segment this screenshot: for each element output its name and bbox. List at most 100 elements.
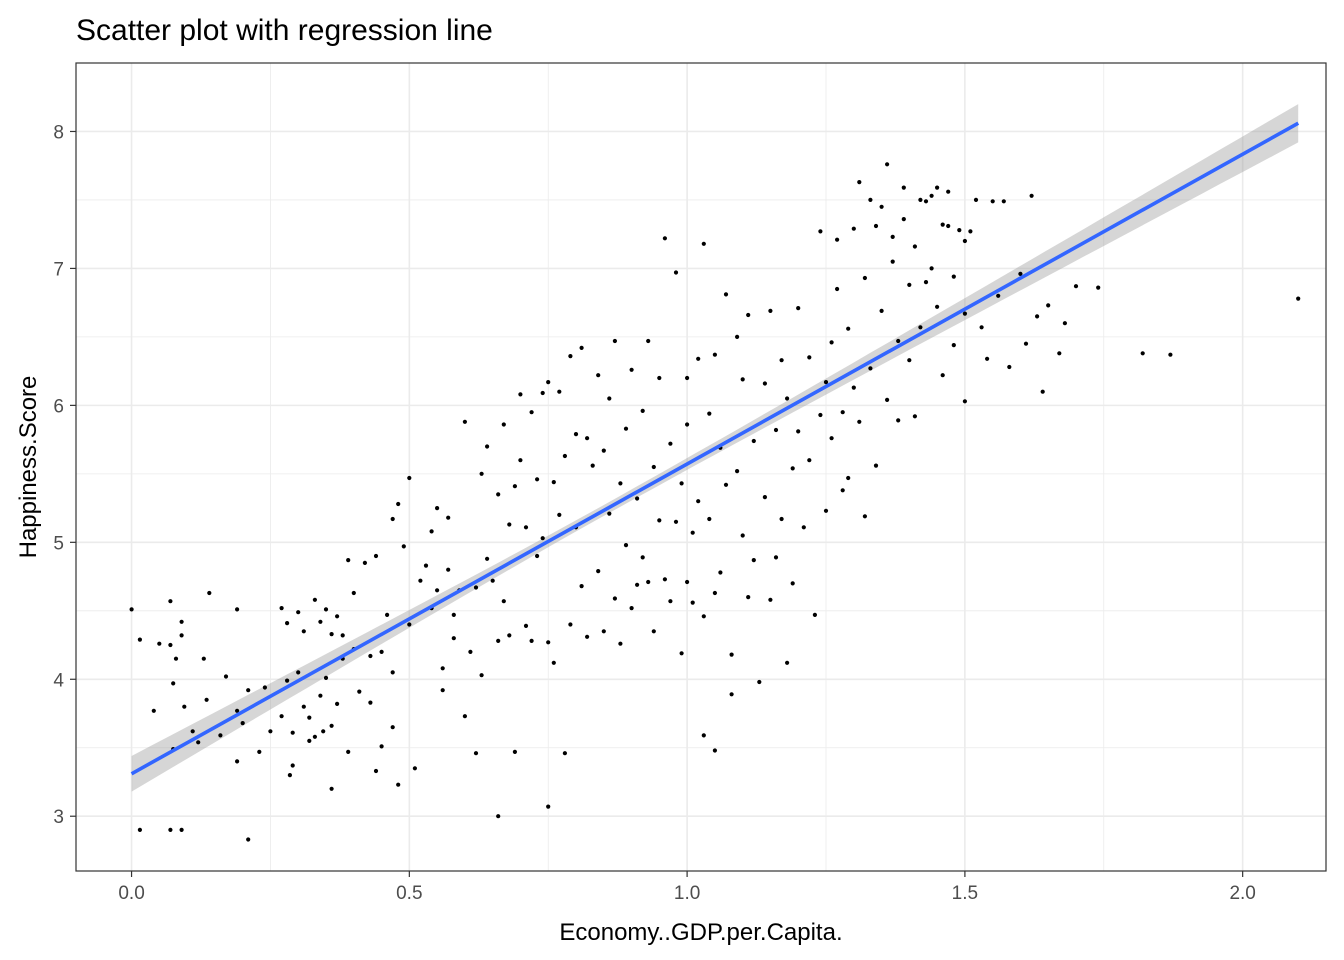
data-point — [657, 518, 662, 523]
data-point — [368, 700, 373, 705]
data-point — [768, 597, 773, 602]
data-point — [596, 373, 601, 378]
data-point — [223, 674, 229, 679]
data-point — [796, 306, 801, 311]
data-point — [390, 725, 395, 730]
data-point — [246, 688, 251, 693]
data-points — [129, 162, 1301, 842]
data-point — [962, 399, 968, 404]
data-point — [490, 578, 495, 583]
data-point — [790, 581, 795, 586]
regression-line-group — [130, 121, 1300, 776]
data-point — [785, 396, 790, 401]
data-point — [868, 366, 873, 371]
data-point — [973, 197, 979, 202]
data-point — [912, 414, 918, 419]
data-point — [390, 516, 395, 522]
data-point — [451, 612, 456, 618]
data-point — [996, 293, 1001, 298]
data-point — [679, 481, 684, 486]
data-point — [623, 543, 629, 548]
data-point — [685, 579, 690, 585]
data-point — [529, 638, 534, 644]
data-point — [285, 678, 290, 683]
data-point — [412, 766, 417, 771]
data-point — [612, 596, 618, 601]
data-point — [435, 588, 440, 593]
data-point — [171, 681, 176, 686]
data-point — [523, 623, 529, 629]
data-point — [287, 773, 292, 778]
data-point — [507, 633, 512, 638]
data-point — [740, 377, 745, 382]
data-point — [479, 673, 484, 678]
data-point — [646, 579, 651, 585]
data-point — [879, 204, 884, 209]
data-point — [373, 768, 379, 774]
data-point — [907, 282, 912, 287]
data-point — [518, 392, 523, 397]
data-point — [690, 600, 695, 605]
data-point — [579, 345, 584, 350]
data-point — [590, 463, 595, 468]
data-point — [846, 326, 851, 331]
data-point — [204, 697, 209, 702]
data-point — [568, 354, 573, 359]
data-point — [485, 444, 490, 449]
data-point — [862, 514, 868, 519]
data-point — [735, 469, 740, 474]
data-point — [462, 419, 467, 424]
data-point — [1023, 341, 1029, 346]
data-point — [540, 390, 545, 396]
data-point — [601, 448, 606, 453]
data-point — [157, 641, 162, 646]
data-point — [701, 241, 706, 246]
data-point — [407, 475, 412, 481]
data-point — [807, 355, 812, 360]
data-point — [623, 426, 629, 431]
data-point — [635, 582, 640, 587]
data-point — [1007, 364, 1012, 370]
data-point — [190, 729, 195, 734]
data-point — [818, 229, 823, 234]
data-point — [379, 744, 384, 749]
data-point — [440, 666, 445, 671]
data-point — [651, 629, 656, 634]
y-tick-label: 8 — [53, 122, 64, 143]
data-point — [1035, 314, 1040, 319]
x-tick-label: 1.0 — [674, 883, 700, 904]
data-point — [912, 244, 918, 249]
data-point — [535, 553, 540, 559]
data-point — [757, 679, 762, 685]
data-point — [840, 488, 845, 493]
data-point — [440, 688, 445, 693]
data-point — [857, 180, 862, 185]
data-point — [896, 418, 901, 423]
data-point — [435, 506, 440, 511]
data-point — [557, 512, 562, 518]
data-point — [951, 274, 956, 279]
data-point — [662, 236, 668, 241]
data-point — [796, 429, 801, 434]
data-point — [1001, 199, 1006, 204]
data-point — [862, 275, 868, 281]
data-point — [496, 638, 501, 644]
data-point — [951, 343, 956, 348]
data-point — [562, 453, 568, 459]
data-point — [1029, 193, 1034, 198]
data-point — [496, 814, 501, 819]
data-point — [723, 482, 729, 487]
data-point — [512, 484, 518, 489]
data-point — [151, 708, 156, 713]
data-point — [362, 560, 367, 566]
data-point — [957, 228, 962, 233]
data-point — [785, 660, 790, 665]
data-point — [746, 312, 751, 318]
data-point — [296, 610, 301, 615]
data-point — [907, 358, 912, 363]
data-point — [685, 422, 690, 427]
data-point — [179, 619, 184, 624]
data-point — [173, 656, 179, 661]
data-point — [735, 334, 740, 339]
data-point — [473, 585, 479, 590]
